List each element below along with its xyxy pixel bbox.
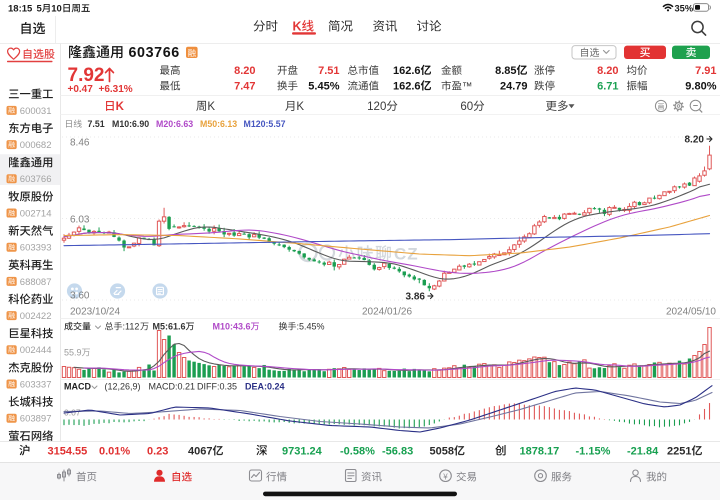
svg-text:603897: 603897 — [20, 414, 52, 425]
svg-text:603766: 603766 — [129, 45, 180, 61]
svg-text:603766: 603766 — [20, 174, 52, 185]
svg-text:5: 5 — [37, 4, 43, 15]
svg-text::5.45%: :5.45% — [297, 322, 325, 332]
svg-text:3.86: 3.86 — [406, 292, 426, 303]
svg-text:002714: 002714 — [20, 208, 52, 219]
svg-text:M10:43.6: M10:43.6 — [213, 322, 251, 332]
svg-text:M120:5.57: M120:5.57 — [244, 119, 286, 129]
svg-text:+6.31%: +6.31% — [99, 84, 133, 95]
svg-text:000682: 000682 — [20, 140, 52, 151]
svg-text:8.20: 8.20 — [597, 65, 618, 77]
svg-text:7.51: 7.51 — [318, 65, 339, 77]
svg-text:K: K — [116, 101, 125, 113]
svg-text:8.85: 8.85 — [495, 65, 516, 77]
svg-text:7.47: 7.47 — [234, 81, 255, 93]
svg-text:9731.24: 9731.24 — [282, 446, 323, 458]
svg-text:K: K — [296, 101, 304, 113]
svg-text:002444: 002444 — [20, 345, 52, 356]
svg-text:7.51: 7.51 — [88, 119, 105, 129]
svg-text:2024/05/10: 2024/05/10 — [666, 307, 716, 318]
svg-text:¥: ¥ — [442, 472, 448, 481]
svg-text:-0.58%: -0.58% — [340, 446, 375, 458]
svg-text:2024/01/26: 2024/01/26 — [362, 307, 412, 318]
svg-text:M5:61.6: M5:61.6 — [153, 322, 186, 332]
svg-text:MACD: MACD — [64, 382, 91, 392]
svg-text:CZ: CZ — [394, 245, 419, 264]
svg-text:603393: 603393 — [20, 243, 52, 254]
svg-text:4067: 4067 — [188, 446, 212, 458]
svg-text:603337: 603337 — [20, 379, 52, 390]
svg-text:7.92: 7.92 — [68, 65, 105, 86]
svg-text:600031: 600031 — [20, 106, 52, 117]
svg-text:5.45%: 5.45% — [308, 81, 339, 93]
svg-text:3.60: 3.60 — [70, 291, 90, 302]
svg-text:2251: 2251 — [667, 446, 691, 458]
svg-text:2023/10/24: 2023/10/24 — [70, 307, 120, 318]
svg-text:K: K — [293, 20, 302, 34]
svg-text:3154.55: 3154.55 — [48, 446, 88, 458]
svg-text:24.79: 24.79 — [500, 81, 528, 93]
svg-text:-56.83: -56.83 — [382, 446, 413, 458]
svg-text:0.23: 0.23 — [147, 446, 168, 458]
svg-text:60: 60 — [460, 101, 473, 113]
svg-text:(12,26,9): (12,26,9) — [105, 382, 141, 392]
svg-text:688087: 688087 — [20, 277, 52, 288]
svg-text:DIFF:0.35: DIFF:0.35 — [197, 382, 237, 392]
svg-text:162.6: 162.6 — [393, 81, 421, 93]
svg-text::112: :112 — [123, 322, 140, 332]
svg-text:-1.15%: -1.15% — [576, 446, 611, 458]
svg-text:002422: 002422 — [20, 311, 52, 322]
svg-text:8.20: 8.20 — [685, 135, 705, 146]
svg-text:18:15: 18:15 — [8, 4, 33, 15]
svg-text:M50:6.13: M50:6.13 — [200, 119, 237, 129]
svg-text:10: 10 — [51, 4, 62, 15]
svg-text:K: K — [207, 101, 215, 113]
svg-text:M20:6.63: M20:6.63 — [156, 119, 193, 129]
svg-text:™: ™ — [462, 81, 473, 93]
svg-text:MACD:0.21: MACD:0.21 — [149, 382, 196, 392]
svg-text:9.80%: 9.80% — [685, 81, 716, 93]
svg-text:M10:6.90: M10:6.90 — [112, 119, 149, 129]
svg-text:162.6: 162.6 — [393, 65, 421, 77]
svg-text:120: 120 — [367, 101, 386, 113]
svg-text:1878.17: 1878.17 — [520, 446, 560, 458]
svg-text:+0.47: +0.47 — [68, 84, 94, 95]
svg-text:55.9: 55.9 — [64, 348, 82, 358]
svg-text:DEA:0.24: DEA:0.24 — [245, 382, 285, 392]
svg-text:6.03: 6.03 — [70, 215, 90, 226]
svg-text:5058: 5058 — [430, 446, 454, 458]
svg-text:7.91: 7.91 — [695, 65, 716, 77]
svg-text:35%: 35% — [675, 4, 694, 14]
svg-text:8.20: 8.20 — [234, 65, 255, 77]
svg-text:-21.84: -21.84 — [627, 446, 659, 458]
svg-text:6.71: 6.71 — [597, 81, 618, 93]
svg-text:8.46: 8.46 — [70, 138, 90, 149]
svg-text:0.01%: 0.01% — [99, 446, 130, 458]
